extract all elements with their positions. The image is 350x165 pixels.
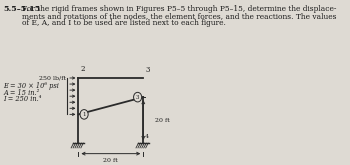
Text: 4: 4 xyxy=(145,134,149,139)
Text: 2: 2 xyxy=(81,65,85,73)
Text: ments and rotations of the nodes, the element forces, and the reactions. The val: ments and rotations of the nodes, the el… xyxy=(22,12,337,20)
Text: For the rigid frames shown in Figures P5–5 through P5–15, determine the displace: For the rigid frames shown in Figures P5… xyxy=(22,5,337,13)
Circle shape xyxy=(80,110,88,119)
Text: of E, A, and I to be used are listed next to each figure.: of E, A, and I to be used are listed nex… xyxy=(22,19,226,27)
Text: 250 lb/ft: 250 lb/ft xyxy=(39,75,66,80)
Text: I = 250 in.⁴: I = 250 in.⁴ xyxy=(3,95,41,103)
Text: A = 15 in.²: A = 15 in.² xyxy=(3,89,39,97)
Text: 3: 3 xyxy=(136,95,139,100)
Circle shape xyxy=(134,92,142,102)
Text: 3: 3 xyxy=(146,66,150,74)
Text: E = 30 × 10⁶ psi: E = 30 × 10⁶ psi xyxy=(3,82,59,90)
Text: 1: 1 xyxy=(82,112,86,117)
Text: 5.5–5.15: 5.5–5.15 xyxy=(3,5,40,13)
Text: 20 ft: 20 ft xyxy=(155,118,169,123)
Text: 20 ft: 20 ft xyxy=(104,158,118,163)
